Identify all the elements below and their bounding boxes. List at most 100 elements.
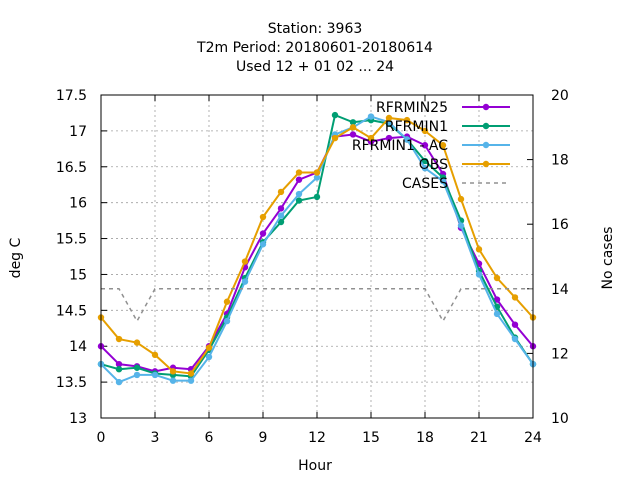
y-tick-label: 13 (69, 411, 87, 427)
data-point-rfrmin25 (349, 131, 357, 138)
legend: RFRMIN25 RFRMIN1 RFRMIN1 - AC OBS CASES (352, 100, 510, 192)
axis-ticks: 0 3 6 9 12 15 18 21 24 13 13.5 14 14.5 15 15.5 16 16.5 17… (56, 88, 569, 446)
x-tick-label: 24 (524, 430, 542, 446)
data-point-rfrmin1-ac (169, 377, 177, 384)
data-point-rfrmin25 (421, 142, 429, 149)
legend-marker-obs (482, 160, 490, 168)
data-point-rfrmin1-ac (421, 165, 429, 172)
data-point-rfrmin1-ac (205, 353, 213, 361)
y-tick-label: 16 (69, 196, 87, 212)
data-point-rfrmin1-ac (403, 136, 411, 143)
data-point-rfrmin1-ac (151, 371, 159, 379)
data-point-rfrmin1-ac (493, 310, 501, 318)
data-point-obs (133, 339, 141, 346)
x-tick-label: 3 (151, 430, 160, 446)
plot-frame (100, 94, 534, 419)
legend-marker-rfrmin1-ac (482, 141, 490, 149)
data-point-rfrmin1-ac (457, 222, 465, 229)
y-tick-label: 14.5 (56, 303, 87, 319)
x-tick-label: 0 (97, 430, 106, 446)
data-point-rfrmin1 (115, 365, 123, 373)
data-point-rfrmin1 (277, 218, 285, 226)
data-point-obs (457, 195, 465, 203)
data-point-obs (187, 370, 195, 377)
y-axis-label: deg C (8, 237, 24, 278)
data-point-obs (511, 294, 519, 301)
legend-label-rfrmin1-ac: RFRMIN1 - AC (352, 138, 448, 154)
data-point-rfrmin25 (493, 296, 501, 303)
title-line-3: Used 12 + 01 02 ... 24 (236, 59, 394, 75)
title-line-2: T2m Period: 20180601-20180614 (196, 40, 433, 56)
data-point-obs (205, 344, 213, 351)
x-tick-label: 15 (362, 430, 380, 446)
legend-label-rfrmin1: RFRMIN1 (385, 119, 448, 135)
data-point-rfrmin1-ac (223, 317, 231, 325)
legend-label-rfrmin25: RFRMIN25 (376, 100, 448, 116)
data-point-rfrmin25 (277, 205, 285, 212)
data-point-obs (367, 134, 375, 142)
x-tick-label: 21 (470, 430, 488, 446)
data-point-rfrmin1-ac (187, 377, 195, 384)
data-point-rfrmin1-ac (133, 371, 141, 379)
data-point-rfrmin1-ac (475, 271, 483, 278)
y-tick-label: 14 (69, 339, 87, 355)
y2-tick-label: 10 (551, 411, 569, 427)
data-point-rfrmin1-ac (259, 241, 267, 248)
title-line-1: Station: 3963 (268, 21, 363, 37)
x-tick-label: 6 (205, 430, 214, 446)
data-point-obs (331, 134, 339, 142)
data-point-obs (385, 114, 393, 122)
data-point-rfrmin25 (385, 134, 393, 142)
data-point-obs (439, 142, 447, 149)
x-tick-label: 9 (259, 430, 268, 446)
data-point-rfrmin25 (295, 176, 303, 183)
data-point-obs (421, 127, 429, 135)
data-point-obs (223, 298, 231, 305)
y2-tick-label: 12 (551, 346, 569, 362)
data-point-rfrmin1 (331, 111, 339, 119)
y-tick-label: 15 (69, 267, 87, 283)
data-point-obs (313, 169, 321, 176)
legend-marker-rfrmin25 (482, 103, 490, 111)
data-point-obs (403, 116, 411, 124)
y-tick-label: 17.5 (56, 88, 87, 104)
data-point-rfrmin1-ac (367, 113, 375, 120)
data-point-obs (349, 124, 357, 131)
data-point-obs (295, 169, 303, 176)
data-point-obs (475, 246, 483, 253)
y-tick-label: 17 (69, 124, 87, 140)
legend-label-cases: CASES (402, 176, 448, 192)
series-layer (97, 111, 537, 386)
data-point-rfrmin25 (511, 321, 519, 328)
x-axis-label: Hour (298, 458, 332, 474)
data-point-rfrmin1-ac (241, 278, 249, 285)
data-point-obs (277, 188, 285, 196)
y-tick-label: 16.5 (56, 160, 87, 176)
y2-tick-label: 18 (551, 153, 569, 169)
y-tick-label: 15.5 (56, 232, 87, 248)
data-point-rfrmin25 (259, 230, 267, 237)
data-point-rfrmin1 (295, 197, 303, 204)
data-point-rfrmin1-ac (295, 190, 303, 198)
data-point-obs (169, 368, 177, 375)
data-point-obs (493, 274, 501, 282)
data-point-obs (259, 213, 267, 221)
x-tick-label: 18 (416, 430, 434, 446)
y2-axis-label: No cases (600, 227, 616, 290)
y2-tick-label: 14 (551, 282, 569, 298)
grid (101, 95, 533, 418)
data-point-rfrmin1-ac (439, 177, 447, 185)
data-point-rfrmin1 (349, 119, 357, 126)
data-point-rfrmin25 (115, 360, 123, 368)
data-point-rfrmin1-ac (277, 212, 285, 219)
data-point-rfrmin1 (421, 157, 429, 165)
data-point-obs (151, 351, 159, 359)
chart-title: Station: 3963 T2m Period: 20180601-20180… (196, 21, 433, 75)
data-point-rfrmin1-ac (313, 174, 321, 181)
data-point-obs (241, 258, 249, 265)
legend-marker-rfrmin1 (482, 122, 490, 130)
y2-tick-label: 16 (551, 217, 569, 233)
data-point-rfrmin1-ac (115, 378, 123, 386)
data-point-obs (115, 335, 123, 343)
